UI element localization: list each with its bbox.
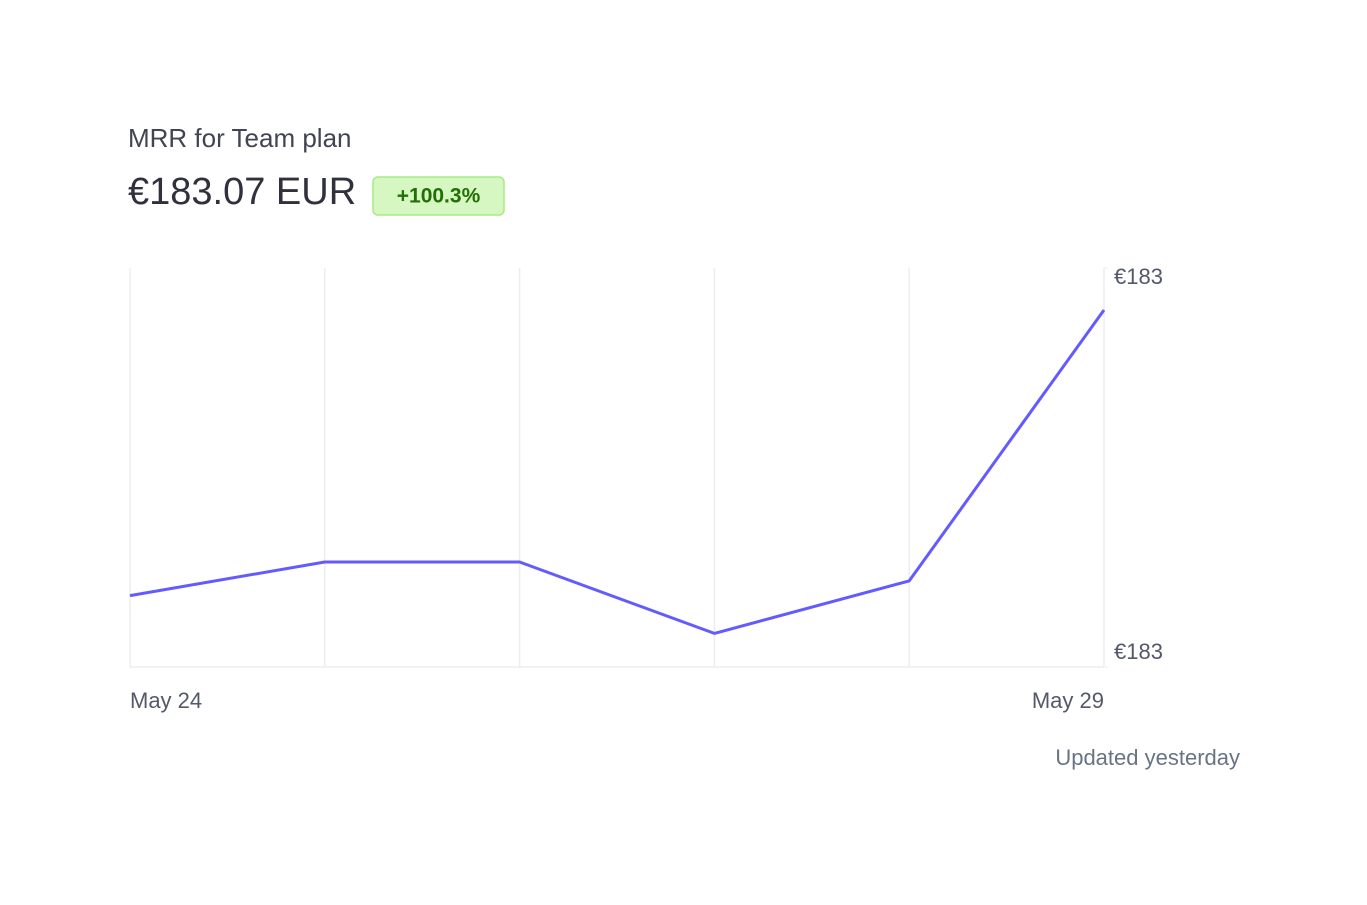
y-tick-label: €183 (1114, 264, 1163, 289)
change: +100.3% (397, 185, 481, 208)
y-tick-label: €183 (1114, 639, 1163, 664)
updated: Updated yesterday (1055, 745, 1240, 770)
change-badge (372, 176, 505, 216)
amount: €183.07 EUR (128, 171, 356, 213)
line (129, 309, 1106, 635)
title: MRR for Team plan (128, 123, 352, 153)
x-tick-label: May 24 (130, 688, 202, 713)
x-tick-label: May 29 (1032, 688, 1104, 713)
